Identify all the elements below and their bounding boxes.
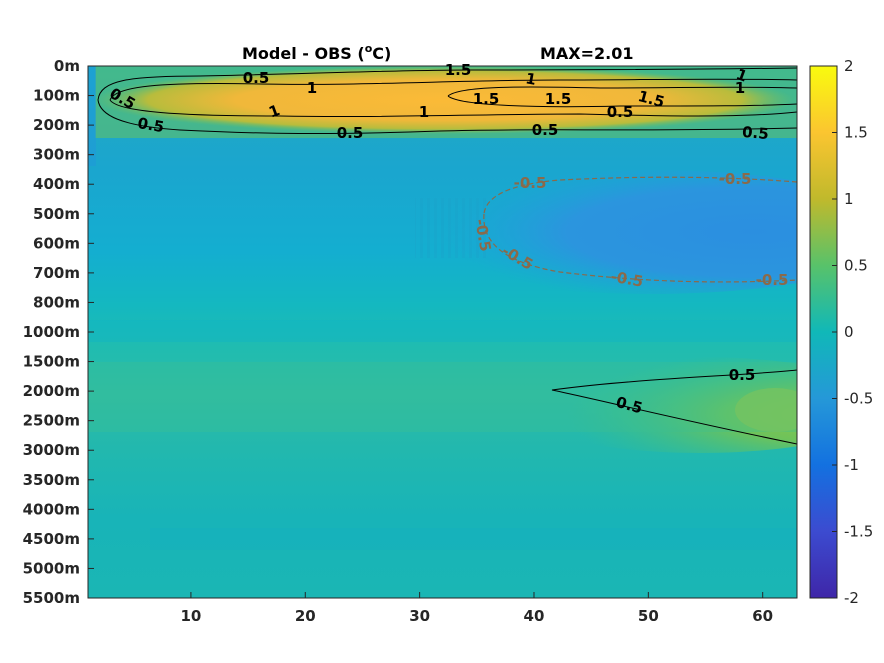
- y-tick-label: 600m: [33, 234, 80, 252]
- surface-warm-field: [95, 66, 795, 134]
- colorbar-tick-label: -0.5: [844, 390, 873, 408]
- contour-label-positive: 0.5: [607, 103, 634, 121]
- stripe-texture: [415, 198, 490, 258]
- contour-0.5-deep: [551, 369, 797, 445]
- y-tick-label: 200m: [33, 116, 80, 134]
- contour-label-negative: -0.5: [609, 267, 644, 290]
- left-edge-band: [88, 66, 96, 166]
- contour-label-positive: 1.5: [445, 61, 472, 79]
- contour-labels: 0.510.5 1 110.511.5 1.511.51.50.5 0.5 0.5 0.50…: [106, 61, 788, 417]
- cyan-band: [88, 320, 797, 342]
- contour-0.5-surface-outer: [97, 67, 797, 101]
- contour-label-positive: 1: [735, 79, 745, 97]
- contour-label-negative: -0.5: [756, 271, 789, 289]
- chart-title-unit: C): [372, 44, 391, 63]
- contour-label-negative: -0.5: [471, 217, 494, 252]
- x-tick-label: 30: [409, 607, 430, 625]
- contour-1-surface: [109, 78, 797, 118]
- contour-1.5-surface: [447, 86, 797, 108]
- colorbar-tick-label: 1: [844, 190, 854, 208]
- y-tick-label: 1000m: [23, 323, 80, 341]
- contour-label-positive: 1: [307, 79, 317, 97]
- y-tick-label: 2500m: [23, 412, 80, 430]
- contour-label-positive: 0.5: [532, 121, 559, 139]
- contour-0.5-surface-lower: [97, 99, 797, 135]
- y-tick-label: 300m: [33, 146, 80, 164]
- colorbar-tick-label: -1: [844, 456, 859, 474]
- chart-title-unit-sup: o: [365, 42, 373, 55]
- colorbar-tick-label: 0: [844, 323, 854, 341]
- chart-title: Model - OBS (oC): [242, 42, 391, 63]
- y-tick-label: 4000m: [23, 500, 80, 518]
- y-tick-label: 3500m: [23, 471, 80, 489]
- plot-area: [88, 66, 797, 598]
- contour-label-positive: 1: [419, 103, 429, 121]
- contour-label-negative: -0.5: [514, 174, 547, 192]
- colorbar-tick-label: 0.5: [844, 257, 868, 275]
- y-tick-label: 500m: [33, 205, 80, 223]
- contours-positive: [97, 67, 797, 445]
- green-band: [88, 362, 797, 432]
- chart-title-main: Model - OBS (: [242, 44, 365, 63]
- x-tick-label: 60: [752, 607, 773, 625]
- y-tick-label: 5500m: [23, 589, 80, 607]
- x-tick-label: 50: [638, 607, 659, 625]
- deep-band: [150, 528, 797, 550]
- field-background: [88, 66, 797, 598]
- colorbar-tick-label: -1.5: [844, 523, 873, 541]
- contours-negative: [483, 176, 797, 283]
- contour-label-positive: 0.5: [729, 366, 756, 384]
- y-tick-label: 1500m: [23, 353, 80, 371]
- y-tick-label: 800m: [33, 293, 80, 311]
- y-tick-label: 400m: [33, 175, 80, 193]
- x-axis: 10 20 30 40 50 60: [180, 592, 773, 625]
- x-tick-label: 20: [295, 607, 316, 625]
- y-tick-label: 700m: [33, 264, 80, 282]
- colorbar-ticks: 2 1.5 1 0.5 0 -0.5 -1 -1.5 -2: [832, 57, 873, 607]
- y-tick-label: 5000m: [23, 559, 80, 577]
- contour-label-positive: 1.5: [545, 90, 572, 108]
- contour-neg0.5-lower: [483, 213, 797, 283]
- contour-label-positive: 1: [524, 69, 537, 89]
- y-tick-label: 3000m: [23, 441, 80, 459]
- x-tick-label: 40: [524, 607, 545, 625]
- cold-anomaly-field: [390, 170, 797, 294]
- contour-label-negative: -0.5: [719, 170, 752, 188]
- contour-label-positive: 0.5: [337, 124, 364, 142]
- colorbar-tick-label: -2: [844, 589, 859, 607]
- max-label: MAX=2.01: [540, 44, 634, 63]
- contour-label-positive: 0.5: [136, 114, 165, 136]
- contour-label-positive: 1.5: [473, 90, 500, 108]
- deep-warm-anomaly-core: [735, 388, 797, 432]
- colorbar-tick-label: 2: [844, 57, 854, 75]
- x-tick-label: 10: [180, 607, 201, 625]
- y-axis: 0m 100m 200m 300m 400m 500m 600m 700m 800m 1000m 1…: [23, 57, 94, 607]
- contour-label-positive: 0.5: [741, 123, 769, 143]
- y-tick-label: 4500m: [23, 530, 80, 548]
- y-tick-label: 2000m: [23, 382, 80, 400]
- contour-neg0.5-upper: [483, 176, 797, 215]
- y-tick-label: 100m: [33, 87, 80, 105]
- colorbar-tick-label: 1.5: [844, 124, 868, 142]
- contour-label-positive: 0.5: [243, 69, 270, 87]
- y-tick-label: 0m: [54, 57, 80, 75]
